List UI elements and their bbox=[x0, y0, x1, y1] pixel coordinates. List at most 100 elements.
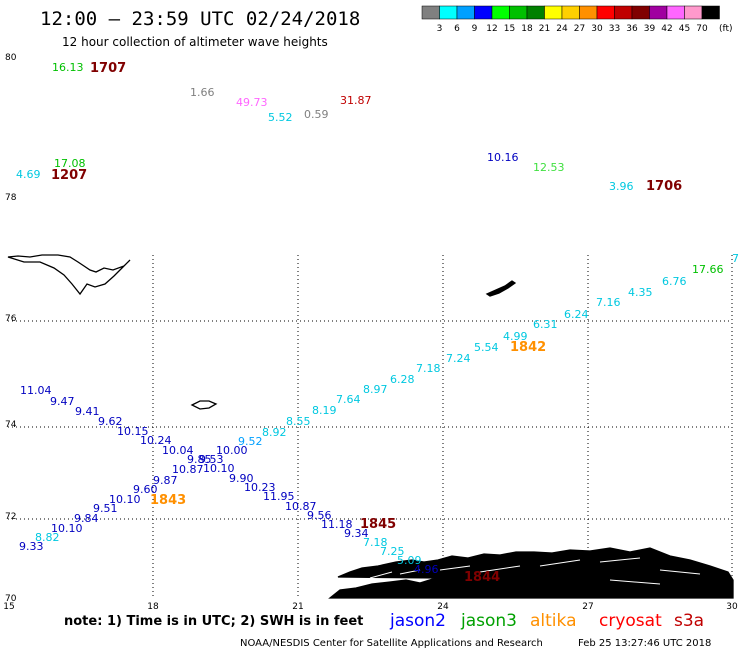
lat-label: 74 bbox=[5, 420, 17, 430]
observation-label: 49.73 bbox=[236, 96, 268, 109]
observation-label: 8.19 bbox=[312, 404, 337, 417]
legend-swatch bbox=[561, 5, 580, 20]
observation-label: 3.96 bbox=[609, 180, 634, 193]
legend-bin-label: 9 bbox=[472, 24, 478, 34]
observation-label: 17.66 bbox=[692, 263, 724, 276]
observation-label: 9.51 bbox=[93, 502, 118, 515]
legend-bin-label: 70 bbox=[696, 24, 708, 34]
lon-label: 18 bbox=[147, 602, 159, 612]
observation-label: 16.13 bbox=[52, 61, 84, 74]
kong-karls-land bbox=[485, 280, 517, 297]
observation-label: 10.16 bbox=[487, 151, 519, 164]
observation-label: 7.18 bbox=[416, 362, 441, 375]
legend-swatch bbox=[631, 5, 650, 20]
map-title: 12:00 – 23:59 UTC 02/24/2018 bbox=[40, 8, 360, 30]
legend-swatch bbox=[439, 5, 458, 20]
lat-label: 70 bbox=[5, 594, 17, 604]
legend-bin-label: 12 bbox=[486, 24, 497, 34]
observation-label: 1.66 bbox=[190, 86, 215, 99]
legend-bin-label: 18 bbox=[521, 24, 533, 34]
legend-unit: (ft) bbox=[719, 24, 733, 34]
legend-swatch bbox=[579, 5, 598, 20]
legend-swatch bbox=[614, 5, 633, 20]
observation-label: 9.62 bbox=[98, 415, 123, 428]
lat-label: 80 bbox=[5, 53, 17, 63]
observation-label: 10.87 bbox=[172, 463, 204, 476]
legend-bin-label: 21 bbox=[539, 24, 550, 34]
lat-label: 72 bbox=[5, 512, 16, 522]
legend-bin-label: 6 bbox=[454, 24, 460, 34]
legend-bin-label: 27 bbox=[574, 24, 585, 34]
observation-label: 7.25 bbox=[380, 545, 405, 558]
observation-label: 1845 bbox=[360, 517, 396, 532]
color-legend: 3 6 9 12 15 18 21 24 27 30 33 36 39 42 45 70 bbox=[421, 5, 720, 34]
observation-label: 9.90 bbox=[229, 472, 254, 485]
observation-label: 9.53 bbox=[199, 453, 224, 466]
legend-swatch bbox=[544, 5, 563, 20]
lat-label: 76 bbox=[5, 314, 17, 324]
observation-label: 4.35 bbox=[628, 286, 653, 299]
lon-label: 30 bbox=[726, 602, 738, 612]
observation-label: 9.56 bbox=[307, 509, 332, 522]
observation-label: 9.85 bbox=[187, 453, 212, 466]
legend-bin-label: 30 bbox=[591, 24, 603, 34]
legend-swatch bbox=[701, 5, 720, 20]
lon-label: 27 bbox=[582, 602, 593, 612]
observation-label: 5.54 bbox=[474, 341, 499, 354]
observation-label: 10.10 bbox=[51, 522, 83, 535]
observation-label: 9.87 bbox=[153, 474, 178, 487]
legend-swatch bbox=[684, 5, 703, 20]
observation-label: 6.76 bbox=[662, 275, 687, 288]
observation-label: 1844 bbox=[464, 570, 500, 585]
observation-label: 6.31 bbox=[533, 318, 558, 331]
observation-label: 9.60 bbox=[133, 483, 158, 496]
lon-label: 21 bbox=[292, 602, 303, 612]
observation-label: 9.47 bbox=[50, 395, 75, 408]
legend-swatch bbox=[474, 5, 493, 20]
observation-label: 4.96 bbox=[414, 563, 439, 576]
observation-label: 9.33 bbox=[19, 540, 44, 553]
observation-label: 11.18 bbox=[321, 518, 353, 531]
svalbard-coast bbox=[7, 254, 131, 296]
satellite-name: jason2 bbox=[389, 611, 446, 631]
observation-label: 1843 bbox=[150, 493, 186, 508]
observation-label: 1207 bbox=[51, 168, 87, 183]
observation-label: 5.09 bbox=[397, 554, 422, 567]
wave-height-observations: 16.13 1707 1.66 49.73 31.87 5.52 0.59 17.08 4.69… bbox=[16, 61, 739, 585]
legend-swatch bbox=[509, 5, 528, 20]
legend-swatch bbox=[649, 5, 668, 20]
legend-swatch bbox=[666, 5, 685, 20]
norway-fjords bbox=[369, 557, 701, 585]
observation-label: 8.97 bbox=[363, 383, 388, 396]
observation-label: 7.16 bbox=[596, 296, 621, 309]
legend-swatch bbox=[456, 5, 475, 20]
legend-swatch bbox=[491, 5, 510, 20]
satellite-name: s3a bbox=[674, 611, 704, 631]
legend-bin-label: 3 bbox=[437, 24, 443, 34]
latitude-labels: 80 78 76 74 72 70 bbox=[5, 53, 17, 604]
observation-label: 11.95 bbox=[263, 490, 295, 503]
legend-bin-label: 15 bbox=[504, 24, 515, 34]
bear-island bbox=[190, 400, 218, 410]
satellite-legend: jason2 jason3 altika cryosat s3a bbox=[389, 611, 704, 631]
norway-coast bbox=[328, 547, 734, 599]
observation-label: 10.04 bbox=[162, 444, 194, 457]
observation-label: 17.08 bbox=[54, 157, 86, 170]
legend-bin-label: 33 bbox=[609, 24, 620, 34]
legend-bin-label: 39 bbox=[644, 24, 656, 34]
legend-swatch bbox=[596, 5, 615, 20]
observation-label: 10.00 bbox=[216, 444, 248, 457]
timestamp-text: Feb 25 13:27:46 UTC 2018 bbox=[578, 638, 711, 649]
observation-label: 11.04 bbox=[20, 384, 52, 397]
observation-label: 6.28 bbox=[390, 373, 415, 386]
footer-note: note: 1) Time is in UTC; 2) SWH is in fe… bbox=[64, 614, 363, 629]
lat-label: 78 bbox=[5, 193, 17, 203]
observation-label: 10.15 bbox=[117, 425, 149, 438]
observation-label: 8.92 bbox=[262, 426, 287, 439]
legend-bin-label: 42 bbox=[661, 24, 672, 34]
lon-label: 24 bbox=[437, 602, 449, 612]
observation-label: 9.84 bbox=[74, 512, 99, 525]
observation-label: 4.69 bbox=[16, 168, 41, 181]
observation-label: 31.87 bbox=[340, 94, 372, 107]
observation-label: 9.34 bbox=[344, 527, 369, 540]
